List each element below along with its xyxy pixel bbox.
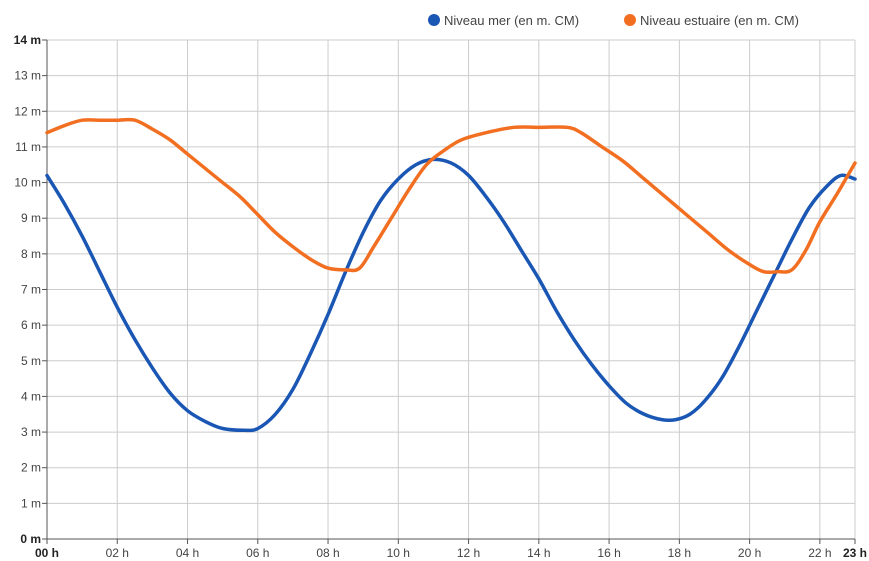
x-tick-label: 12 h bbox=[457, 546, 480, 560]
x-tick-label: 14 h bbox=[527, 546, 550, 560]
y-tick-label: 12 m bbox=[14, 104, 41, 118]
series-lines bbox=[45, 117, 857, 433]
legend-marker-mer bbox=[428, 14, 440, 26]
grid-lines bbox=[47, 39, 856, 539]
axes bbox=[42, 39, 856, 544]
y-tick-label: 13 m bbox=[14, 69, 41, 83]
y-tick-label: 9 m bbox=[21, 211, 41, 225]
y-tick-label: 3 m bbox=[21, 425, 41, 439]
y-tick-label: 11 m bbox=[15, 140, 41, 154]
x-tick-label: 23 h bbox=[843, 546, 867, 560]
x-tick-label: 02 h bbox=[106, 546, 129, 560]
legend-label-mer: Niveau mer (en m. CM) bbox=[444, 13, 579, 28]
x-tick-label: 22 h bbox=[808, 546, 831, 560]
y-tick-label: 6 m bbox=[21, 318, 41, 332]
y-tick-label: 14 m bbox=[14, 33, 41, 47]
y-tick-label: 1 m bbox=[21, 496, 41, 510]
x-tick-label: 04 h bbox=[176, 546, 199, 560]
legend-marker-estuaire bbox=[624, 14, 636, 26]
y-tick-label: 8 m bbox=[21, 247, 41, 261]
series-line-niveau-estuaire[interactable] bbox=[45, 117, 857, 275]
legend-label-estuaire: Niveau estuaire (en m. CM) bbox=[640, 13, 799, 28]
legend: Niveau mer (en m. CM) Niveau estuaire (e… bbox=[428, 13, 799, 28]
x-tick-label: 20 h bbox=[738, 546, 761, 560]
tick-labels: 0 m 1 m 2 m 3 m 4 m 5 m 6 m 7 m 8 m 9 m 10 m 11 m 12… bbox=[14, 33, 867, 560]
x-tick-label: 10 h bbox=[387, 546, 410, 560]
y-tick-label: 7 m bbox=[21, 283, 41, 297]
x-tick-label: 08 h bbox=[316, 546, 339, 560]
y-tick-label: 5 m bbox=[21, 354, 41, 368]
x-tick-label: 18 h bbox=[668, 546, 691, 560]
x-tick-label: 16 h bbox=[597, 546, 620, 560]
x-tick-label: 06 h bbox=[246, 546, 269, 560]
legend-item-estuaire[interactable]: Niveau estuaire (en m. CM) bbox=[624, 13, 799, 28]
x-tick-label: 00 h bbox=[35, 546, 59, 560]
y-tick-label: 0 m bbox=[20, 532, 41, 546]
y-tick-label: 4 m bbox=[21, 389, 41, 403]
y-tick-label: 2 m bbox=[21, 461, 41, 475]
y-tick-label: 10 m bbox=[14, 176, 41, 190]
series-line-niveau-mer[interactable] bbox=[45, 157, 857, 433]
legend-item-mer[interactable]: Niveau mer (en m. CM) bbox=[428, 13, 579, 28]
